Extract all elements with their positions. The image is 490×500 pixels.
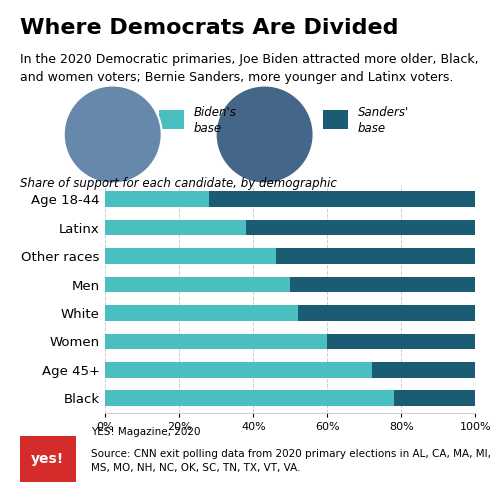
Text: yes!: yes! [31, 452, 64, 466]
Bar [105, 362, 372, 378]
Bar [246, 220, 475, 236]
Bar [105, 248, 275, 264]
Bar [105, 276, 290, 292]
Ellipse shape [64, 86, 162, 184]
Bar [105, 305, 298, 321]
Bar [105, 192, 209, 207]
FancyBboxPatch shape [323, 110, 348, 129]
Text: Share of support for each candidate, by demographic: Share of support for each candidate, by … [20, 178, 337, 190]
Text: Sanders'
base: Sanders' base [358, 106, 409, 136]
FancyBboxPatch shape [20, 436, 76, 482]
Bar [298, 305, 475, 321]
FancyBboxPatch shape [159, 110, 184, 129]
Bar [327, 334, 475, 349]
Bar [394, 390, 475, 406]
Text: In the 2020 Democratic primaries, Joe Biden attracted more older, Black,
and wom: In the 2020 Democratic primaries, Joe Bi… [20, 52, 478, 84]
Bar [105, 334, 327, 349]
Text: Where Democrats Are Divided: Where Democrats Are Divided [20, 18, 398, 38]
Bar [275, 248, 475, 264]
Bar [105, 220, 246, 236]
Bar [372, 362, 475, 378]
Bar [290, 276, 475, 292]
Text: Source: CNN exit polling data from 2020 primary elections in AL, CA, MA, MI,
MS,: Source: CNN exit polling data from 2020 … [91, 449, 490, 473]
Text: Biden's
base: Biden's base [194, 106, 237, 136]
Bar [209, 192, 475, 207]
Text: YES! Magazine, 2020: YES! Magazine, 2020 [91, 428, 200, 438]
Ellipse shape [216, 86, 314, 184]
Bar [105, 390, 394, 406]
